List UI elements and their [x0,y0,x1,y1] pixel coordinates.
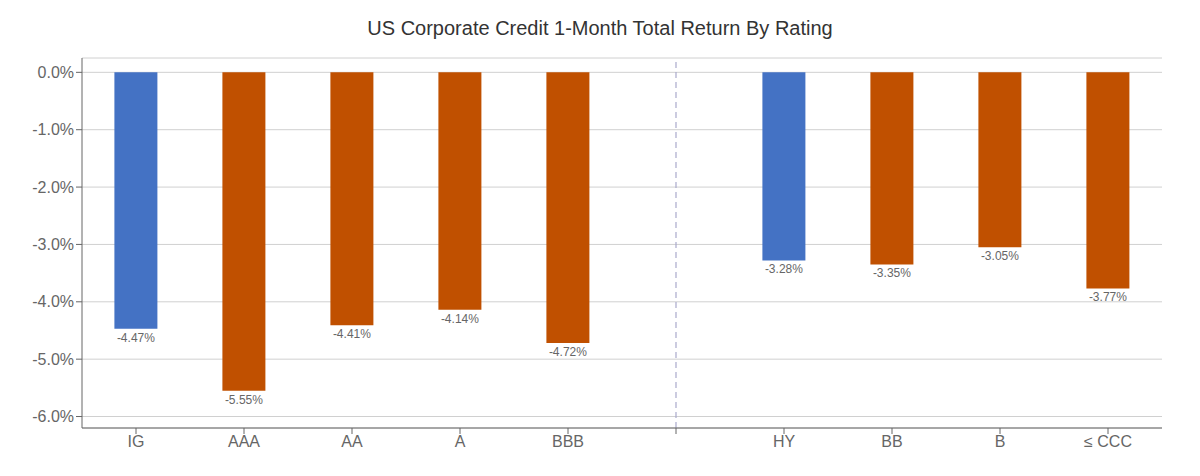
svg-text:-3.77%: -3.77% [1089,290,1127,304]
svg-text:-3.05%: -3.05% [981,249,1019,263]
svg-text:-5.55%: -5.55% [225,393,263,407]
svg-text:-1.0%: -1.0% [32,121,74,138]
svg-text:-3.35%: -3.35% [873,266,911,280]
svg-text:AA: AA [341,433,363,450]
svg-text:A: A [455,433,466,450]
svg-text:-2.0%: -2.0% [32,179,74,196]
svg-text:-5.0%: -5.0% [32,351,74,368]
svg-text:B: B [995,433,1006,450]
svg-text:HY: HY [773,433,796,450]
svg-text:-4.14%: -4.14% [441,312,479,326]
svg-text:-3.0%: -3.0% [32,236,74,253]
svg-text:-3.28%: -3.28% [765,262,803,276]
svg-text:BBB: BBB [552,433,584,450]
svg-text:BB: BB [881,433,902,450]
svg-text:-4.72%: -4.72% [549,345,587,359]
svg-text:≤ CCC: ≤ CCC [1084,433,1132,450]
svg-text:-4.0%: -4.0% [32,293,74,310]
svg-text:0.0%: 0.0% [38,64,74,81]
svg-text:-6.0%: -6.0% [32,408,74,425]
html-text:US Corporate Credit 1-Month To: US Corporate Credit 1-Month Total Return… [367,17,833,39]
svg-text:AAA: AAA [228,433,260,450]
svg-text:-4.47%: -4.47% [117,331,155,345]
svg-text:-4.41%: -4.41% [333,327,371,341]
svg-text:IG: IG [128,433,145,450]
